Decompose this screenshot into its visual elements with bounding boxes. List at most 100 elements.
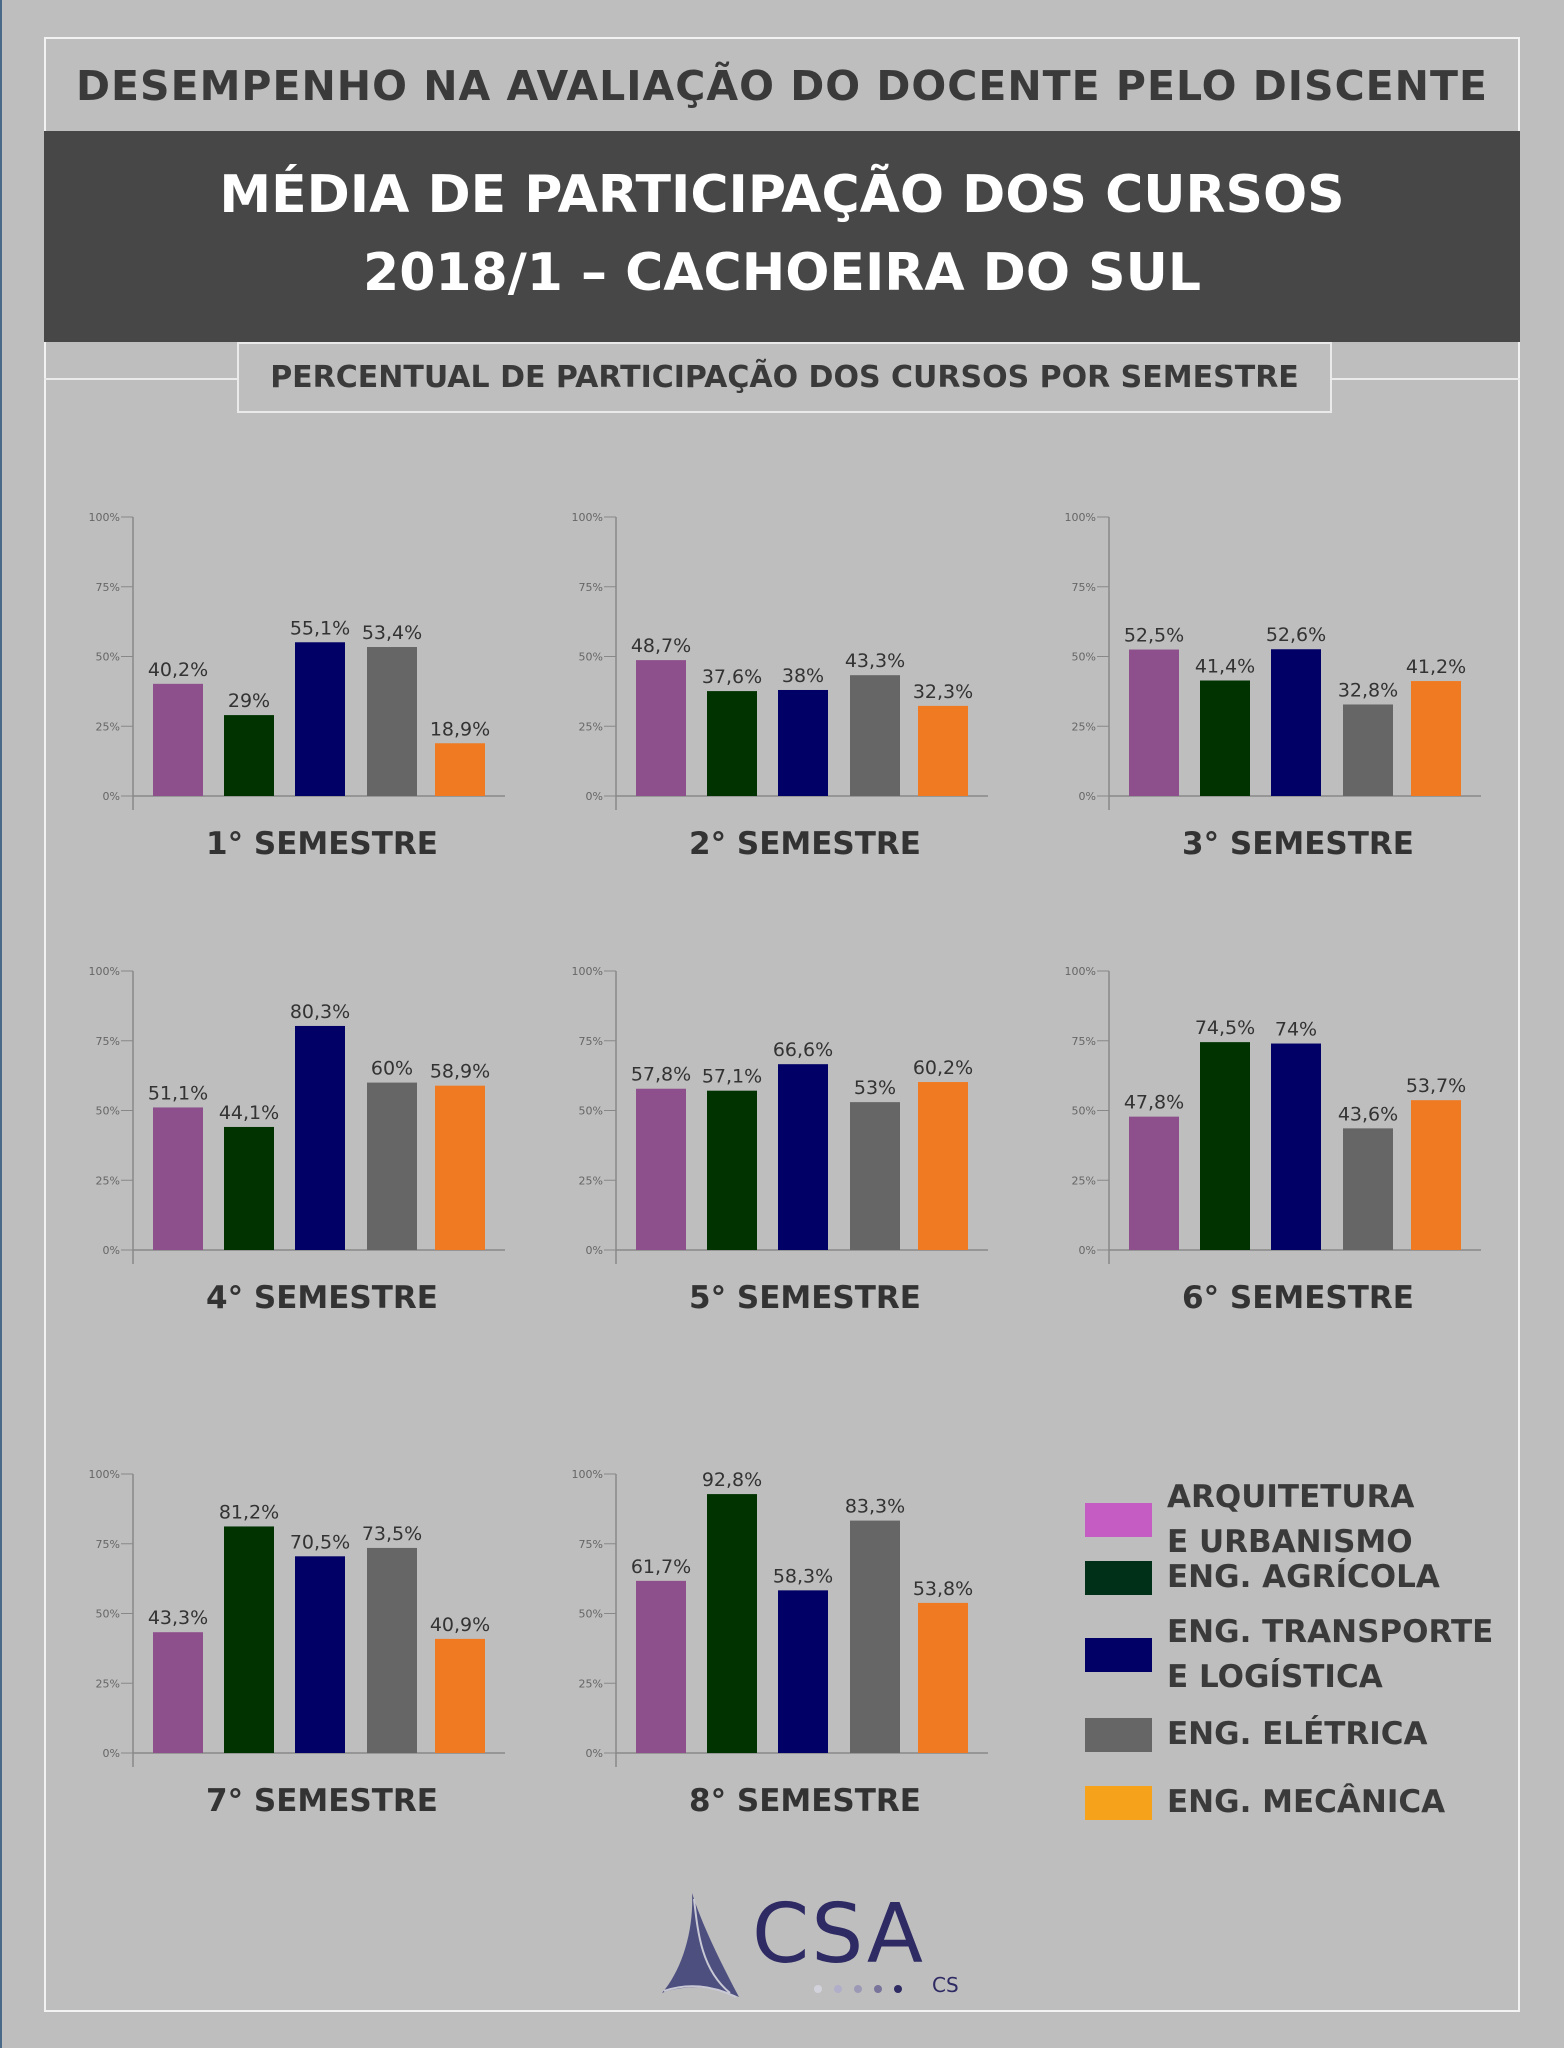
- y-tick-label: 75%: [579, 581, 603, 594]
- bar: [1129, 1116, 1179, 1250]
- page-frame: [44, 37, 1520, 2012]
- main-title-line2: 2018/1 – CACHOEIRA DO SUL: [363, 243, 1201, 303]
- y-tick-label: 50%: [1072, 651, 1096, 664]
- chart-title: 7° SEMESTRE: [206, 1783, 438, 1819]
- bar-value-label: 41,2%: [1406, 656, 1466, 678]
- bar: [435, 1085, 485, 1250]
- bar-value-label: 61,7%: [631, 1556, 691, 1578]
- y-tick-label: 0%: [586, 1747, 603, 1760]
- chart-title: 4° SEMESTRE: [206, 1280, 438, 1316]
- bar: [918, 705, 968, 796]
- bar-value-label: 38%: [782, 665, 824, 687]
- bar-value-label: 44,1%: [219, 1102, 279, 1124]
- y-tick-label: 75%: [1072, 581, 1096, 594]
- chart-title: 5° SEMESTRE: [689, 1280, 921, 1316]
- bar-value-label: 60%: [371, 1058, 413, 1080]
- csa-logo: CSA CS: [632, 1885, 959, 2005]
- logo-subtext: CS: [932, 1973, 959, 1997]
- bar-value-label: 55,1%: [290, 617, 350, 639]
- legend-label: E URBANISMO: [1167, 1524, 1413, 1560]
- y-tick-label: 100%: [1065, 511, 1096, 524]
- y-tick-label: 75%: [96, 1538, 120, 1551]
- bar: [850, 675, 900, 796]
- bar-value-label: 47,8%: [1124, 1092, 1184, 1114]
- y-tick-label: 100%: [572, 511, 603, 524]
- y-tick-label: 25%: [579, 720, 603, 733]
- legend-swatch: [1085, 1503, 1152, 1537]
- legend-label: ENG. ELÉTRICA: [1167, 1716, 1428, 1752]
- bar-value-label: 52,5%: [1124, 625, 1184, 647]
- bar-value-label: 43,3%: [845, 650, 905, 672]
- bar-value-label: 37,6%: [702, 666, 762, 688]
- bar: [707, 691, 757, 796]
- bar-value-label: 43,3%: [148, 1607, 208, 1629]
- y-tick-label: 100%: [89, 1468, 120, 1481]
- bar-value-label: 48,7%: [631, 635, 691, 657]
- chart-title: 1° SEMESTRE: [206, 826, 438, 862]
- chart-title: 8° SEMESTRE: [689, 1783, 921, 1819]
- chart-title: 3° SEMESTRE: [1182, 826, 1414, 862]
- chart-title: 2° SEMESTRE: [689, 826, 921, 862]
- y-tick-label: 0%: [103, 790, 120, 803]
- y-tick-label: 100%: [89, 511, 120, 524]
- bar: [153, 683, 203, 796]
- legend-label: ENG. TRANSPORTE: [1167, 1614, 1494, 1650]
- bar: [918, 1602, 968, 1753]
- bar: [778, 689, 828, 796]
- legend-item-agricola: ENG. AGRÍCOLA: [1085, 1555, 1440, 1600]
- y-tick-label: 50%: [579, 1105, 603, 1118]
- y-tick-label: 25%: [579, 1174, 603, 1187]
- bar-value-label: 58,9%: [430, 1061, 490, 1083]
- legend-item-mecanica: ENG. MECÂNICA: [1085, 1780, 1445, 1825]
- bar: [153, 1632, 203, 1753]
- y-tick-label: 0%: [586, 1244, 603, 1257]
- bar: [367, 647, 417, 796]
- bar: [295, 1556, 345, 1753]
- y-tick-label: 50%: [579, 1608, 603, 1621]
- bar: [1200, 1042, 1250, 1250]
- bar: [1411, 1100, 1461, 1250]
- y-tick-label: 50%: [96, 651, 120, 664]
- bar: [224, 1126, 274, 1250]
- bar: [850, 1102, 900, 1250]
- legend-label: ENG. AGRÍCOLA: [1167, 1559, 1440, 1595]
- bar: [636, 660, 686, 796]
- y-tick-label: 100%: [1065, 965, 1096, 978]
- bar-value-label: 92,8%: [702, 1469, 762, 1491]
- bar-value-label: 52,6%: [1266, 624, 1326, 646]
- bar: [224, 1526, 274, 1753]
- legend-swatch: [1085, 1717, 1152, 1752]
- bar-value-label: 57,8%: [631, 1064, 691, 1086]
- bar: [224, 715, 274, 796]
- bar-value-label: 73,5%: [362, 1523, 422, 1545]
- bar-value-label: 43,6%: [1338, 1103, 1398, 1125]
- bar-value-label: 58,3%: [773, 1565, 833, 1587]
- bar: [367, 1547, 417, 1753]
- bar: [1200, 680, 1250, 796]
- y-tick-label: 50%: [1072, 1105, 1096, 1118]
- y-tick-label: 75%: [96, 1035, 120, 1048]
- bar: [1271, 649, 1321, 796]
- bar-value-label: 32,8%: [1338, 679, 1398, 701]
- logo-text: CSA: [752, 1887, 925, 1982]
- y-tick-label: 25%: [1072, 720, 1096, 733]
- bar: [850, 1520, 900, 1753]
- bar-value-label: 66,6%: [773, 1039, 833, 1061]
- bar: [1343, 1128, 1393, 1250]
- bar-value-label: 40,2%: [148, 659, 208, 681]
- bar-value-label: 70,5%: [290, 1531, 350, 1553]
- y-tick-label: 75%: [1072, 1035, 1096, 1048]
- bar: [1129, 649, 1179, 796]
- legend-item-eletrica: ENG. ELÉTRICA: [1085, 1712, 1428, 1757]
- bar-value-label: 51,1%: [148, 1082, 208, 1104]
- y-tick-label: 50%: [96, 1105, 120, 1118]
- bar: [707, 1090, 757, 1250]
- y-tick-label: 0%: [103, 1244, 120, 1257]
- y-tick-label: 25%: [96, 1677, 120, 1690]
- bar: [153, 1107, 203, 1250]
- legend-label: E LOGÍSTICA: [1167, 1659, 1383, 1695]
- bar: [295, 642, 345, 796]
- bar: [778, 1590, 828, 1753]
- y-tick-label: 25%: [579, 1677, 603, 1690]
- bar: [1411, 681, 1461, 796]
